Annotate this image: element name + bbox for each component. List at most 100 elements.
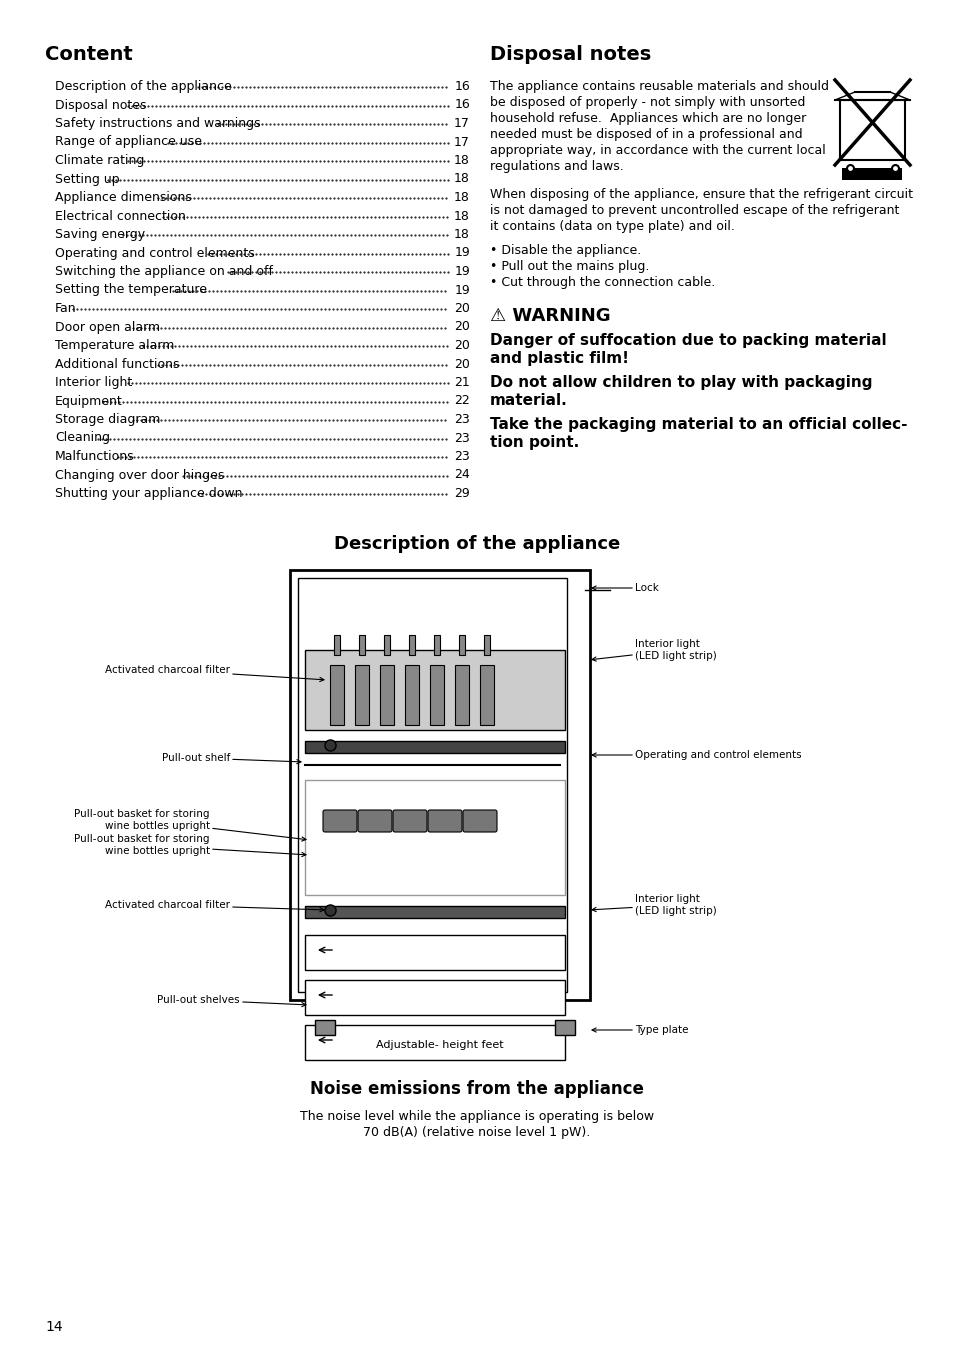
FancyBboxPatch shape <box>393 810 427 832</box>
Text: 29: 29 <box>454 487 470 500</box>
Text: 18: 18 <box>454 209 470 223</box>
Text: be disposed of properly - not simply with unsorted: be disposed of properly - not simply wit… <box>490 96 804 109</box>
Text: 24: 24 <box>454 468 470 482</box>
Text: Noise emissions from the appliance: Noise emissions from the appliance <box>310 1080 643 1098</box>
Text: Adjustable- height feet: Adjustable- height feet <box>375 1040 503 1050</box>
Text: • Cut through the connection cable.: • Cut through the connection cable. <box>490 275 715 289</box>
Text: When disposing of the appliance, ensure that the refrigerant circuit: When disposing of the appliance, ensure … <box>490 188 912 201</box>
Text: 19: 19 <box>454 265 470 278</box>
Text: 16: 16 <box>454 99 470 112</box>
Text: Changing over door hinges: Changing over door hinges <box>55 468 224 482</box>
Bar <box>430 666 443 725</box>
Text: 18: 18 <box>454 154 470 167</box>
Bar <box>455 666 469 725</box>
Text: Malfunctions: Malfunctions <box>55 450 134 463</box>
Bar <box>409 634 415 655</box>
Text: 22: 22 <box>454 394 470 408</box>
Text: Disposal notes: Disposal notes <box>490 45 651 63</box>
Bar <box>458 634 464 655</box>
Text: • Disable the appliance.: • Disable the appliance. <box>490 244 640 256</box>
Text: 20: 20 <box>454 358 470 370</box>
FancyBboxPatch shape <box>840 100 904 161</box>
Text: it contains (data on type plate) and oil.: it contains (data on type plate) and oil… <box>490 220 734 234</box>
Text: 23: 23 <box>454 432 470 444</box>
Text: Range of appliance use: Range of appliance use <box>55 135 202 148</box>
FancyBboxPatch shape <box>323 810 356 832</box>
Bar <box>841 167 901 180</box>
Text: 23: 23 <box>454 450 470 463</box>
Bar <box>305 1025 564 1060</box>
Text: Disposal notes: Disposal notes <box>55 99 147 112</box>
Text: 16: 16 <box>454 80 470 93</box>
Text: Additional functions: Additional functions <box>55 358 179 370</box>
Text: needed must be disposed of in a professional and: needed must be disposed of in a professi… <box>490 128 801 140</box>
Bar <box>483 634 490 655</box>
Text: Activated charcoal filter: Activated charcoal filter <box>105 900 324 911</box>
Text: Switching the appliance on and off: Switching the appliance on and off <box>55 265 273 278</box>
Text: Pull-out shelf: Pull-out shelf <box>161 753 300 764</box>
Bar <box>305 741 564 753</box>
Text: 17: 17 <box>454 117 470 130</box>
Text: Setting the temperature: Setting the temperature <box>55 284 207 297</box>
Text: Interior light
(LED light strip): Interior light (LED light strip) <box>592 894 716 915</box>
Text: 18: 18 <box>454 190 470 204</box>
Bar <box>305 780 564 895</box>
Text: 70 dB(A) (relative noise level 1 pW).: 70 dB(A) (relative noise level 1 pW). <box>363 1126 590 1139</box>
Bar <box>305 649 564 730</box>
Text: Description of the appliance: Description of the appliance <box>55 80 232 93</box>
FancyBboxPatch shape <box>428 810 461 832</box>
Bar <box>405 666 418 725</box>
Text: Pull-out basket for storing
wine bottles upright: Pull-out basket for storing wine bottles… <box>74 834 306 857</box>
Text: household refuse.  Appliances which are no longer: household refuse. Appliances which are n… <box>490 112 805 126</box>
FancyBboxPatch shape <box>357 810 392 832</box>
Text: Pull-out shelves: Pull-out shelves <box>157 995 306 1007</box>
Text: Saving energy: Saving energy <box>55 228 145 242</box>
Text: Storage diagram: Storage diagram <box>55 413 160 427</box>
Text: Temperature alarm: Temperature alarm <box>55 339 174 352</box>
Text: 19: 19 <box>454 247 470 259</box>
Text: Cleaning: Cleaning <box>55 432 110 444</box>
Bar <box>305 936 564 971</box>
Text: Climate rating: Climate rating <box>55 154 144 167</box>
Text: 20: 20 <box>454 339 470 352</box>
Text: material.: material. <box>490 393 567 408</box>
Text: 17: 17 <box>454 135 470 148</box>
Text: Danger of suffocation due to packing material: Danger of suffocation due to packing mat… <box>490 333 885 348</box>
Bar <box>479 666 494 725</box>
Text: Appliance dimensions: Appliance dimensions <box>55 190 192 204</box>
Bar <box>290 570 589 1000</box>
Text: 20: 20 <box>454 320 470 333</box>
FancyBboxPatch shape <box>462 810 497 832</box>
Text: 14: 14 <box>45 1320 63 1334</box>
Text: Take the packaging material to an official collec-: Take the packaging material to an offici… <box>490 417 906 432</box>
Text: 23: 23 <box>454 413 470 427</box>
Bar <box>358 634 365 655</box>
Text: Pull-out basket for storing
wine bottles upright: Pull-out basket for storing wine bottles… <box>74 809 306 841</box>
Text: 20: 20 <box>454 302 470 315</box>
Bar <box>434 634 439 655</box>
Text: Setting up: Setting up <box>55 173 119 185</box>
Text: Description of the appliance: Description of the appliance <box>334 535 619 554</box>
Bar <box>334 634 339 655</box>
Bar <box>384 634 390 655</box>
Bar <box>379 666 394 725</box>
Text: Fan: Fan <box>55 302 76 315</box>
Bar <box>314 1021 335 1035</box>
Text: Operating and control elements: Operating and control elements <box>55 247 254 259</box>
Text: Interior light
(LED light strip): Interior light (LED light strip) <box>592 639 716 662</box>
Text: • Pull out the mains plug.: • Pull out the mains plug. <box>490 261 649 273</box>
Text: appropriate way, in accordance with the current local: appropriate way, in accordance with the … <box>490 144 825 157</box>
Text: 21: 21 <box>454 377 470 389</box>
Text: Door open alarm: Door open alarm <box>55 320 160 333</box>
Bar <box>555 1021 575 1035</box>
Text: Lock: Lock <box>592 583 659 593</box>
Text: Type plate: Type plate <box>592 1025 688 1035</box>
Bar <box>305 980 564 1015</box>
Text: Do not allow children to play with packaging: Do not allow children to play with packa… <box>490 375 872 390</box>
Text: Safety instructions and warnings: Safety instructions and warnings <box>55 117 260 130</box>
Text: regulations and laws.: regulations and laws. <box>490 161 623 173</box>
Text: 19: 19 <box>454 284 470 297</box>
Text: Equipment: Equipment <box>55 394 123 408</box>
Text: and plastic film!: and plastic film! <box>490 351 628 366</box>
Text: Shutting your appliance down: Shutting your appliance down <box>55 487 242 500</box>
